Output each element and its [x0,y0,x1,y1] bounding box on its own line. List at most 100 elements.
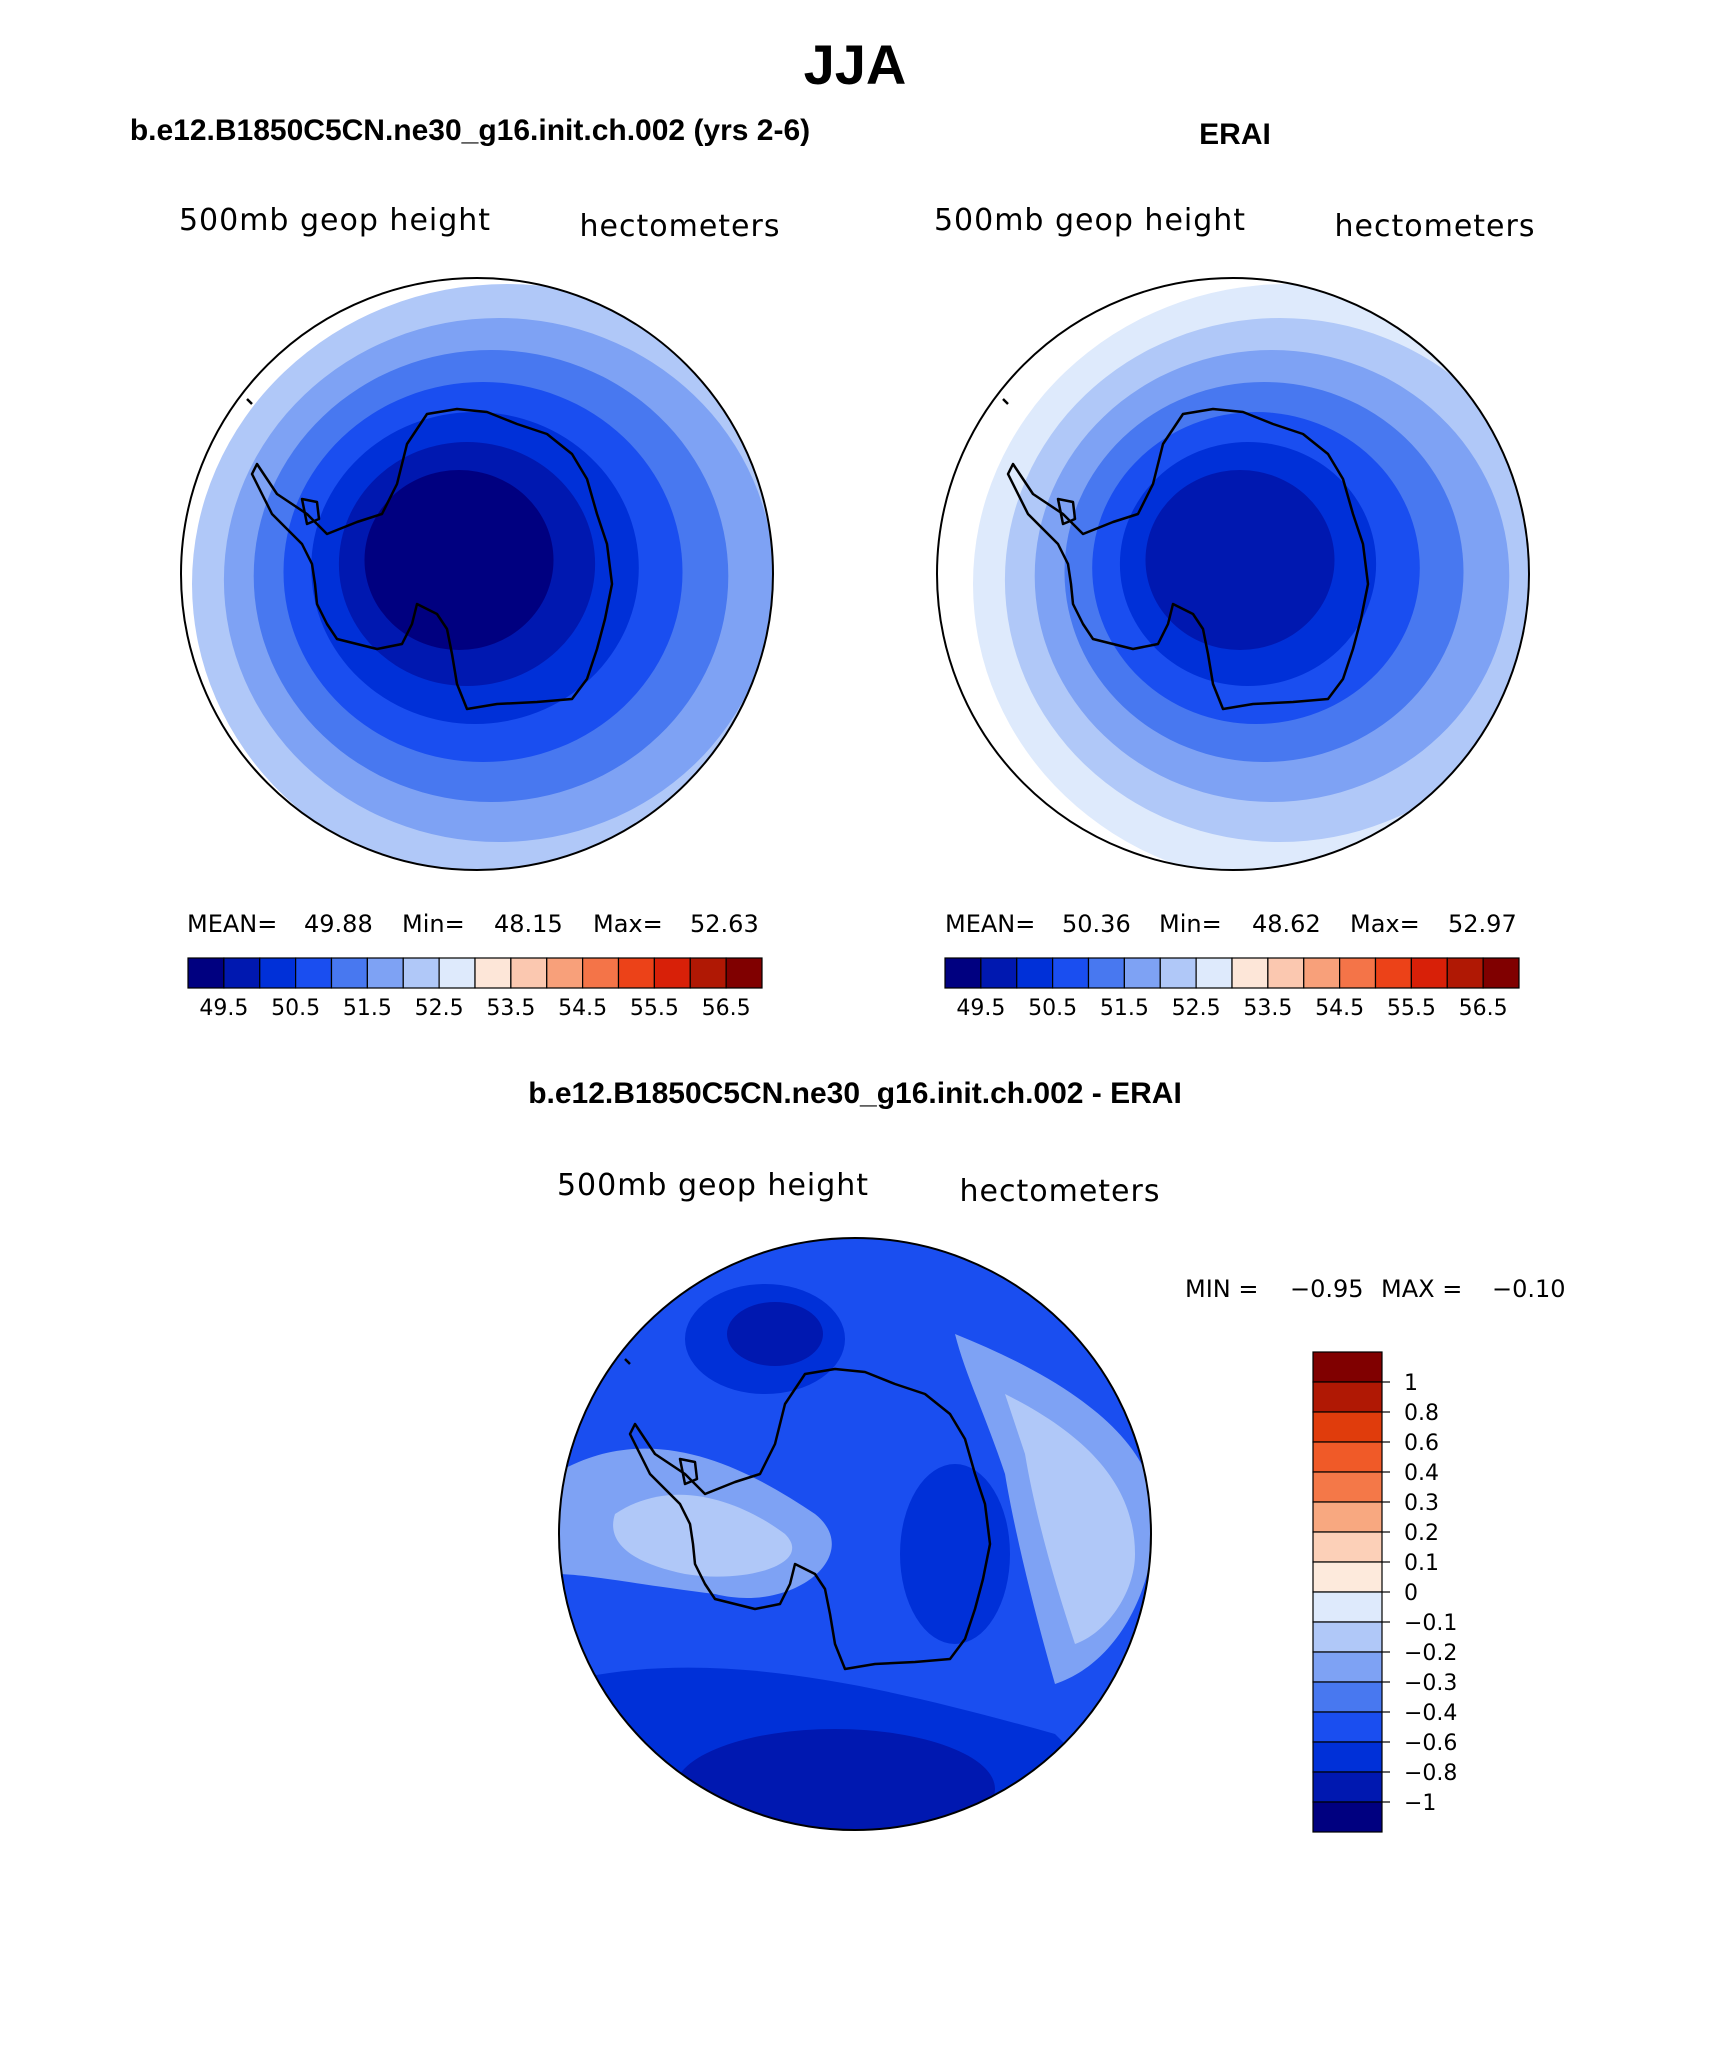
contour-band [1145,470,1335,650]
colorbar-swatch [1312,1441,1383,1473]
colorbar-tick-label: 50.5 [1028,996,1077,1021]
colorbar-tick-label: 0.8 [1404,1401,1439,1426]
colorbar-swatch [944,957,982,989]
units-label-diff: hectometers [960,1174,1161,1209]
figure-title: JJA [804,33,907,96]
min-value: −0.95 [1290,1275,1364,1303]
contour-band [675,1729,995,1830]
colorbar-tick-label: 52.5 [415,996,464,1021]
panel-model: b.e12.B1850C5CN.ne30_g16.init.ch.002 (yr… [130,114,810,1021]
stats-obs: MEAN= 50.36 Min= 48.62 Max= 52.97 [945,910,1517,938]
colorbar-tick-label: 50.5 [271,996,320,1021]
colorbar-swatch [187,957,225,989]
colorbar-model: 49.5 50.5 51.5 52.5 53.5 54.5 55.5 56.5 [187,957,763,1021]
colorbar-tick-label: 54.5 [558,996,607,1021]
colorbar-swatch [1482,957,1520,989]
colorbar-swatch [1374,957,1412,989]
colorbar-swatch [689,957,727,989]
colorbar-swatch [1052,957,1090,989]
variable-label-diff: 500mb geop height [557,1168,869,1203]
mean-value: 50.36 [1062,910,1131,938]
contour-band [900,1464,1010,1644]
colorbar-tick-label: 53.5 [1243,996,1292,1021]
colorbar-tick-label: −0.1 [1404,1611,1457,1636]
colorbar-tick-label: 55.5 [1387,996,1436,1021]
colorbar-obs: 49.5 50.5 51.5 52.5 53.5 54.5 55.5 56.5 [944,957,1520,1021]
colorbar-swatch [402,957,440,989]
colorbar-swatch [546,957,584,989]
polar-map-diff [558,1237,1152,1831]
colorbar-tick-label: 0.3 [1404,1491,1439,1516]
colorbar-tick-label: 0.4 [1404,1461,1439,1486]
min-label: Min= [402,910,465,938]
colorbar-swatch [1339,957,1377,989]
contour-band [613,1494,793,1577]
colorbar-swatch [1231,957,1269,989]
colorbar-tick-label: 51.5 [343,996,392,1021]
max-value: −0.10 [1492,1275,1566,1303]
panel-title-obs: ERAI [1199,118,1271,151]
colorbar-swatch [1312,1621,1383,1653]
colorbar-swatch [1312,1591,1383,1623]
colorbar-tick-label: 49.5 [199,996,248,1021]
colorbar-tick-label: −0.2 [1404,1641,1457,1666]
colorbar-tick-label: 52.5 [1172,996,1221,1021]
colorbar-tick-label: 0 [1404,1581,1418,1606]
units-label-model: hectometers [580,209,781,244]
colorbar-tick-label: 56.5 [1459,996,1508,1021]
colorbar-swatch [1312,1801,1383,1833]
max-value: 52.97 [1448,910,1517,938]
colorbar-swatch [1312,1741,1383,1773]
colorbar-tick-label: 0.6 [1404,1431,1439,1456]
colorbar-tick-label: −0.4 [1404,1701,1457,1726]
min-label: Min= [1159,910,1222,938]
min-label: MIN = [1185,1275,1258,1303]
polar-map-model [180,277,774,871]
colorbar-swatch [1312,1381,1383,1413]
colorbar-swatch [1312,1471,1383,1503]
colorbar-swatch [474,957,512,989]
colorbar-swatch [1195,957,1233,989]
colorbar-tick-label: 53.5 [486,996,535,1021]
polar-map-obs [936,277,1530,871]
contour-band [727,1302,823,1366]
mean-label: MEAN= [187,910,277,938]
max-label: Max= [1350,910,1420,938]
units-label-obs: hectometers [1335,209,1536,244]
stats-model: MEAN= 49.88 Min= 48.15 Max= 52.63 [187,910,759,938]
colorbar-swatch [1410,957,1448,989]
colorbar-tick-label: 54.5 [1315,996,1364,1021]
colorbar-swatch [1312,1561,1383,1593]
panel-title-model: b.e12.B1850C5CN.ne30_g16.init.ch.002 (yr… [130,114,810,147]
colorbar-swatch [510,957,548,989]
colorbar-tick-label: 0.1 [1404,1551,1439,1576]
stats-diff: MIN = −0.95 MAX = −0.10 [1185,1275,1566,1303]
colorbar-tick-label: 49.5 [956,996,1005,1021]
min-value: 48.62 [1252,910,1321,938]
colorbar-tick-label: −1 [1404,1791,1436,1816]
colorbar-swatch [1303,957,1341,989]
colorbar-tick-label: 0.2 [1404,1521,1439,1546]
colorbar-swatch [295,957,333,989]
max-label: Max= [593,910,663,938]
colorbar-tick-label: −0.6 [1404,1731,1457,1756]
variable-label-model: 500mb geop height [179,203,491,238]
contour-band [364,470,554,650]
colorbar-swatch [1312,1771,1383,1803]
colorbar-swatch [1312,1351,1383,1383]
colorbar-diff: 1 0.8 0.6 0.4 0.3 0.2 0.1 0 −0.1 −0.2 −0.3 −0.4 −0.6… [1312,1351,1457,1833]
colorbar-swatch [1087,957,1125,989]
colorbar-swatch [366,957,404,989]
colorbar-swatch [1312,1531,1383,1563]
colorbar-swatch [582,957,620,989]
panel-obs: ERAI 500mb geop height hectometers MEAN=… [934,118,1536,1021]
max-label: MAX = [1381,1275,1462,1303]
mean-label: MEAN= [945,910,1035,938]
colorbar-swatch [223,957,261,989]
colorbar-swatch [1016,957,1054,989]
colorbar-swatch [1312,1651,1383,1683]
variable-label-obs: 500mb geop height [934,203,1246,238]
contour-band [1005,1394,1135,1644]
colorbar-swatch [1267,957,1305,989]
min-value: 48.15 [494,910,563,938]
